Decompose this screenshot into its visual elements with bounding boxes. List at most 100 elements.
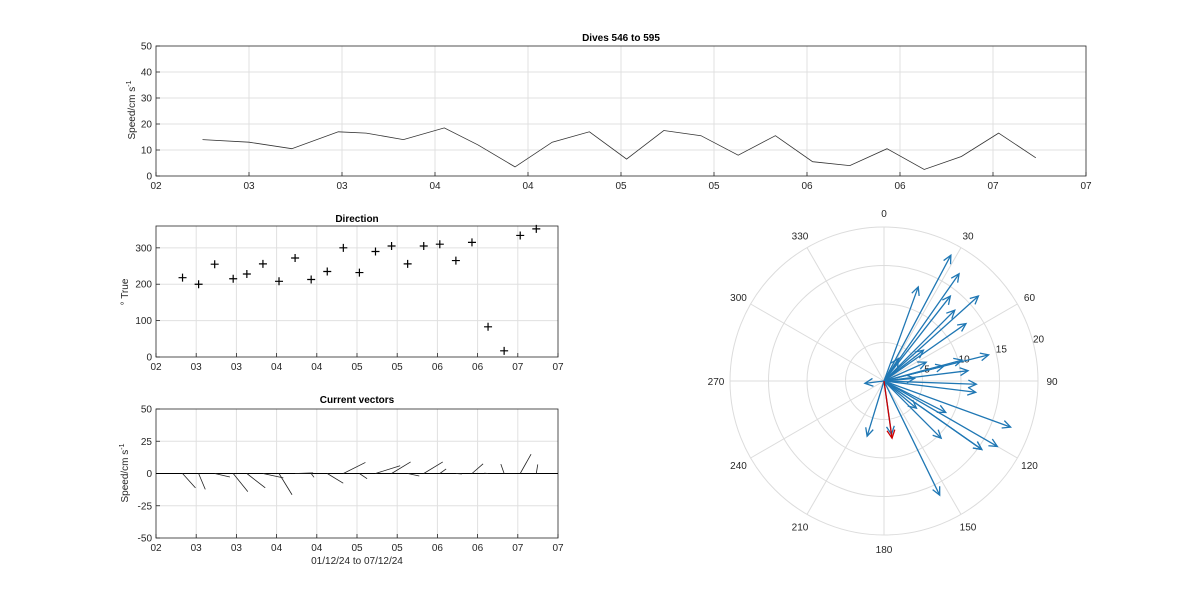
current-vector (278, 473, 293, 495)
x-tick-label: 05 (392, 543, 404, 554)
compass-arrow (883, 349, 924, 382)
compass-arrow (883, 295, 979, 382)
y-tick-label: -25 (138, 501, 153, 512)
y-tick-label: 20 (141, 120, 153, 131)
compass-arrow-head (959, 367, 970, 377)
x-tick-label: 04 (311, 362, 323, 373)
compass-arrow-head (972, 441, 983, 451)
current-vector (391, 461, 411, 474)
compass-arrow-head (967, 379, 978, 389)
current-vector (375, 465, 401, 474)
current-vector (500, 464, 505, 474)
direction-point (435, 240, 444, 249)
compass-arrow (883, 286, 919, 382)
compass-arrow-head (936, 404, 948, 414)
x-tick-label: 07 (552, 362, 564, 373)
radius-label: 20 (1033, 335, 1045, 346)
y-tick-label: -50 (138, 534, 153, 545)
x-tick-label: 03 (231, 362, 243, 373)
compass-arrow (883, 380, 983, 450)
compass-arrow-head (950, 272, 960, 283)
compass-arrow (883, 380, 998, 448)
current-vector (407, 473, 420, 477)
direction-title: Direction (335, 214, 378, 225)
x-tick-label: 06 (472, 362, 484, 373)
speed-series-line (202, 127, 1037, 170)
compass-arrow (864, 380, 885, 384)
current-vector (359, 473, 368, 480)
compass-arrow-head (934, 363, 946, 373)
current-vector (519, 454, 532, 474)
compass-arrow (883, 365, 944, 382)
x-tick-label: 07 (512, 543, 524, 554)
y-tick-label: 40 (141, 68, 153, 79)
x-tick-label: 05 (392, 362, 404, 373)
vectors-xlabel: 01/12/24 to 07/12/24 (311, 556, 403, 567)
x-tick-label: 03 (191, 362, 203, 373)
x-tick-label: 06 (472, 543, 484, 554)
direction-point (419, 242, 428, 251)
compass-arrow-head (979, 352, 991, 362)
compass-arrow-head (988, 438, 999, 448)
direction-point (307, 275, 316, 284)
direction-point (291, 254, 300, 263)
compass-arrow (883, 358, 900, 382)
direction-point (258, 259, 267, 268)
x-tick-label: 02 (150, 362, 162, 373)
vectors-title: Current vectors (320, 395, 395, 406)
speed-ylabel: Speed/cm s-1 (126, 80, 138, 139)
direction-point (500, 346, 509, 355)
direction-point (371, 247, 380, 256)
angle-label: 90 (1046, 377, 1058, 388)
direction-point (339, 243, 348, 252)
compass-arrow (883, 380, 947, 414)
y-tick-label: 50 (141, 405, 153, 416)
compass-arrow-head (890, 357, 900, 368)
angle-spoke (806, 380, 885, 515)
compass-arrow (883, 323, 967, 382)
x-tick-label: 03 (336, 181, 348, 192)
current-vector (535, 464, 539, 474)
radius-label: 15 (996, 345, 1008, 356)
x-tick-label: 06 (894, 181, 906, 192)
current-vector (343, 462, 366, 474)
compass-arrow (883, 361, 927, 382)
compass-arrow (883, 380, 941, 496)
compass-arrow-head (946, 309, 956, 319)
x-tick-label: 05 (708, 181, 720, 192)
x-tick-label: 04 (271, 362, 283, 373)
vectors-panel: Current vectors Speed/cm s-1 01/12/24 to… (119, 395, 564, 567)
direction-point (484, 322, 493, 331)
direction-ylabel: ° True (120, 278, 131, 305)
direction-point (178, 273, 187, 282)
compass-arrow-head (942, 294, 952, 305)
angle-spoke (883, 303, 1018, 382)
angle-label: 180 (876, 545, 893, 556)
y-tick-label: 100 (135, 316, 152, 327)
compass-arrow-head (863, 377, 874, 387)
compass-arrow-head (943, 253, 952, 265)
direction-point (242, 270, 251, 279)
axes-frame (155, 45, 1087, 177)
direction-point (194, 280, 203, 289)
mean-arrow-head (886, 429, 896, 440)
compass-arrow-head (906, 374, 917, 384)
current-vector (327, 473, 344, 484)
x-tick-label: 05 (351, 362, 363, 373)
angle-label: 300 (730, 293, 747, 304)
compass-arrow (883, 273, 960, 382)
compass-arrow-head (911, 285, 920, 296)
radius-label: 10 (959, 355, 971, 366)
angle-spoke (883, 380, 962, 515)
angle-label: 60 (1024, 293, 1036, 304)
x-tick-label: 07 (987, 181, 999, 192)
current-vector (182, 473, 196, 489)
angle-label: 120 (1021, 461, 1038, 472)
current-vector (471, 463, 484, 474)
direction-panel: Direction ° True 02 03 03 04 04 05 05 06 06 07 07 0… (120, 214, 564, 373)
angle-label: 150 (960, 522, 977, 533)
compass-arrow-head (932, 429, 943, 440)
compass-arrow-head (966, 386, 978, 396)
compass-arrow (883, 370, 969, 382)
x-tick-label: 04 (311, 543, 323, 554)
